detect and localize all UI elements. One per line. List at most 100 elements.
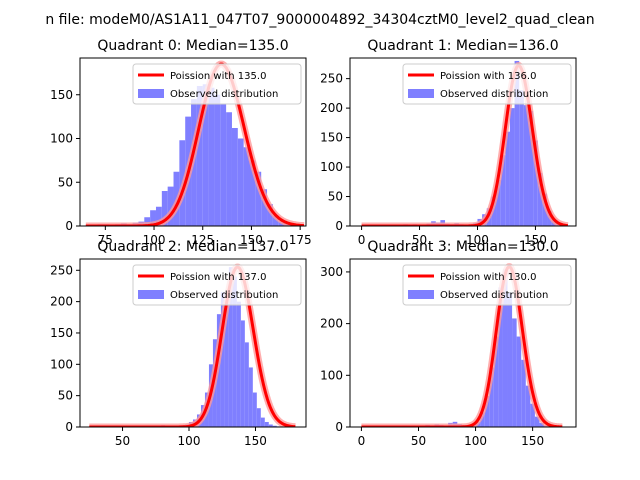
histogram-bar (261, 189, 268, 226)
poisson-curve (85, 62, 305, 226)
histogram-bar (516, 336, 522, 427)
histogram-bar (509, 108, 515, 226)
panel-quadrant-0: Quadrant 0: Median=135.0 75 100 125 150 175 0 5… (50, 38, 312, 247)
histogram-bar (144, 217, 151, 226)
legend-bar-swatch (408, 290, 434, 299)
histogram-bar (502, 269, 508, 427)
axes-frame (79, 57, 307, 227)
histogram-bar (537, 172, 543, 226)
panel-title: Quadrant 0: Median=135.0 (97, 38, 288, 54)
histogram-bar (232, 276, 237, 427)
histogram-bar (533, 140, 538, 226)
axes-frame (349, 57, 577, 227)
histogram-bar (252, 392, 257, 427)
histogram-bar (248, 367, 253, 427)
legend-bar-swatch (408, 89, 434, 98)
panels: Quadrant 0: Median=135.0 75 100 125 150 175 0 5… (50, 38, 577, 448)
histogram-bar (512, 318, 517, 427)
histogram-bar (220, 103, 227, 226)
histogram-bar (500, 155, 506, 226)
y-tick-label: 50 (58, 389, 73, 403)
histogram-bar (528, 111, 534, 226)
histogram-bar (214, 94, 221, 226)
histogram-bar (161, 191, 168, 226)
histogram-bar (525, 385, 531, 427)
y-tick-label: 100 (320, 368, 343, 382)
legend: Poission with 136.0 Observed distribution (402, 63, 572, 105)
histogram-bar (519, 90, 524, 226)
histogram-bar (236, 301, 241, 427)
y-tick-label: 200 (320, 101, 343, 115)
histogram-bar (493, 336, 499, 427)
histogram-bar (226, 112, 232, 226)
legend-frame (402, 63, 572, 105)
histogram-bar (534, 416, 540, 427)
histogram-bar (514, 60, 520, 226)
x-tick-label: 150 (240, 233, 263, 247)
y-tick-label: 150 (320, 131, 343, 145)
y-tick-label: 100 (50, 357, 73, 371)
legend-bar-label: Observed distribution (440, 89, 548, 100)
legend: Poission with 137.0 Observed distribution (132, 264, 302, 306)
axes-frame (79, 258, 307, 428)
legend-frame (132, 264, 302, 306)
histogram-bar (260, 417, 265, 427)
plot-area (87, 263, 298, 427)
x-tick-label: 175 (289, 233, 312, 247)
x-tick-label: 150 (524, 233, 547, 247)
x-tick-label: 50 (412, 233, 427, 247)
histogram-bar (256, 408, 261, 427)
histogram-bar (255, 171, 262, 226)
histogram-bar (498, 287, 503, 427)
legend-bar-label: Observed distribution (440, 290, 548, 301)
x-tick-label: 150 (521, 434, 544, 448)
histogram-bar (196, 86, 203, 226)
x-tick-label: 100 (178, 434, 201, 448)
histogram-bar (243, 147, 250, 226)
histogram-bar (507, 292, 513, 427)
panel-title: Quadrant 3: Median=130.0 (367, 239, 558, 255)
x-tick-label: 75 (98, 233, 113, 247)
y-tick-label: 0 (65, 219, 73, 233)
legend: Poission with 130.0 Observed distribution (402, 264, 572, 306)
y-tick-label: 200 (320, 317, 343, 331)
histogram-bar (208, 87, 215, 226)
y-tick-label: 300 (320, 265, 343, 279)
y-tick-label: 150 (50, 326, 73, 340)
x-tick-label: 100 (143, 233, 166, 247)
axes-frame (349, 258, 577, 428)
panel-quadrant-3: Quadrant 3: Median=130.0 0 50 100 150 0 100 200… (320, 239, 577, 448)
panel-quadrant-1: Quadrant 1: Median=136.0 0 50 100 150 0 50 100 1… (320, 38, 577, 247)
y-tick-label: 50 (58, 175, 73, 189)
x-tick-label: 150 (244, 434, 267, 448)
histogram-bar (202, 84, 209, 226)
x-tick-label: 50 (411, 434, 426, 448)
legend-line-label: Poission with 137.0 (170, 272, 266, 283)
x-tick-label: 100 (464, 434, 487, 448)
y-tick-label: 0 (335, 420, 343, 434)
histogram-bar (267, 204, 273, 226)
histogram-bar (505, 131, 510, 226)
y-tick-label: 250 (50, 263, 73, 277)
histogram-bar (272, 215, 279, 226)
figure-suptitle: n file: modeM0/AS1A11_047T07_9000004892_… (45, 12, 594, 28)
legend: Poission with 135.0 Observed distribution (132, 63, 302, 105)
x-tick-label: 100 (466, 233, 489, 247)
y-tick-label: 100 (50, 132, 73, 146)
panel-title: Quadrant 2: Median=137.0 (97, 239, 288, 255)
histogram-bar (231, 128, 238, 226)
x-tick-label: 0 (358, 233, 366, 247)
legend-bar-swatch (138, 290, 164, 299)
histogram-bar (539, 422, 545, 427)
legend-bar-label: Observed distribution (170, 89, 278, 100)
histogram-bar (237, 138, 244, 226)
histogram-bar (167, 186, 174, 226)
histogram-bar (244, 342, 249, 427)
y-tick-label: 50 (328, 190, 343, 204)
histogram-bar (155, 206, 162, 226)
y-tick-label: 0 (65, 420, 73, 434)
panel-quadrant-2: Quadrant 2: Median=137.0 50 100 150 0 50 100 15… (50, 239, 307, 448)
y-tick-label: 0 (335, 219, 343, 233)
histogram-bar (264, 421, 269, 427)
